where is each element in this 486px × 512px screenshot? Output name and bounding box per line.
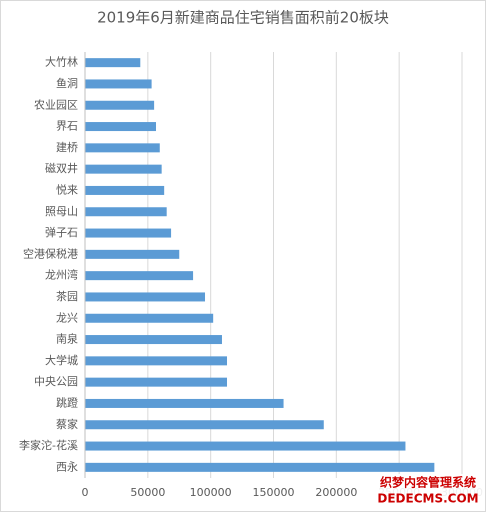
y-tick-label: 空港保税港 — [23, 246, 78, 260]
y-tick-label: 蔡家 — [56, 417, 78, 431]
x-tick-label: 100000 — [190, 486, 232, 499]
y-tick-label: 鱼洞 — [56, 76, 78, 90]
bar — [85, 249, 180, 259]
bar — [85, 292, 206, 302]
bar — [85, 185, 165, 195]
bar — [85, 79, 152, 89]
y-tick-label: 龙兴 — [56, 311, 78, 324]
x-tick-label: 150000 — [253, 486, 295, 499]
y-tick-label: 中央公园 — [34, 375, 78, 388]
bar — [85, 228, 172, 238]
bar — [85, 122, 157, 132]
y-tick-label: 南泉 — [56, 332, 78, 346]
bar — [85, 207, 167, 217]
bar — [85, 164, 162, 174]
watermark: DEDECMS.COM — [377, 492, 478, 506]
bar — [85, 143, 160, 153]
bar — [85, 377, 228, 387]
y-tick-label: 界石 — [56, 120, 78, 133]
y-tick-label: 李家沱-花溪 — [19, 438, 78, 452]
x-tick-label: 0 — [82, 486, 89, 499]
x-tick-label: 50000 — [130, 486, 165, 499]
y-tick-label: 茶园 — [56, 290, 78, 303]
chart-title: 2019年6月新建商品住宅销售面积前20板块 — [97, 9, 389, 27]
y-tick-label: 农业园区 — [34, 97, 78, 111]
y-tick-label: 建桥 — [56, 140, 78, 154]
bar — [85, 462, 435, 472]
bar — [85, 420, 324, 430]
y-tick-label: 大竹林 — [45, 55, 78, 69]
y-tick-label: 大学城 — [45, 353, 78, 367]
y-tick-label: 悦来 — [56, 182, 78, 196]
y-tick-label: 弹子石 — [45, 225, 78, 239]
bar — [85, 100, 155, 110]
bar — [85, 356, 228, 366]
y-tick-label: 跳蹬 — [56, 395, 78, 409]
bar — [85, 335, 222, 345]
bar — [85, 313, 214, 323]
bar — [85, 271, 194, 281]
watermark: 织梦内容管理系统 — [380, 475, 476, 490]
watermark-bg — [372, 474, 484, 508]
bar — [85, 58, 141, 68]
y-tick-label: 西永 — [56, 459, 78, 473]
y-tick-label: 磁双井 — [45, 161, 78, 175]
bar — [85, 441, 406, 451]
bar — [85, 398, 284, 408]
y-tick-label: 龙州湾 — [45, 268, 78, 282]
x-tick-label: 200000 — [315, 486, 357, 499]
y-tick-label: 照母山 — [45, 205, 78, 218]
